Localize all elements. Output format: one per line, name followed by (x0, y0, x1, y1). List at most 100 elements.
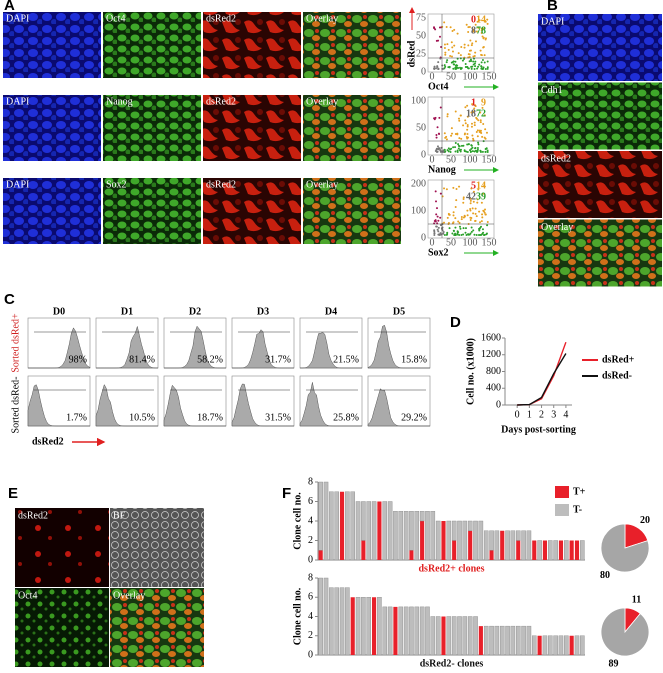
scatter-dot (484, 20, 487, 23)
y-tick-label: 50 (416, 30, 426, 41)
scatter-dot (439, 148, 442, 151)
scatter-dot (447, 147, 450, 150)
scatter-dot (472, 110, 475, 113)
channel-label: Oct4 (106, 13, 125, 24)
y-tick-label: 75 (416, 12, 426, 23)
scatter-dot (475, 130, 478, 133)
scatter-dot (474, 149, 477, 152)
x-tick-label: 50 (446, 71, 456, 82)
bar-segment (532, 635, 537, 656)
scatter-dot (466, 66, 469, 69)
scatter-dot (468, 149, 471, 152)
scatter-dot (485, 131, 488, 134)
scatter-dot (458, 145, 461, 148)
bar-segment (468, 530, 473, 560)
bar-segment (452, 540, 457, 560)
scatter-dot (474, 104, 477, 107)
scatter-dot (433, 118, 436, 121)
scatter-dot (436, 126, 439, 129)
scatter-dot (481, 59, 484, 62)
channel-label: Overlay (306, 96, 338, 107)
bar-segment (350, 491, 355, 561)
channel-label: DAPI (6, 96, 29, 107)
scatter-dot (480, 31, 483, 34)
scatter-dot (452, 146, 455, 149)
percent-label: 31.7% (265, 354, 291, 365)
scatter-dot (483, 61, 486, 64)
scatter-dot (437, 67, 440, 70)
scatter-dot (470, 65, 473, 68)
scatter-dot (482, 66, 485, 69)
scatter-dot (452, 229, 455, 232)
scatter-dot (460, 67, 463, 70)
bar-segment (526, 625, 532, 656)
scatter-dot (472, 60, 475, 63)
scatter-dot (466, 132, 469, 135)
scatter-dot (456, 233, 459, 236)
scatter-dot (472, 200, 475, 203)
bar-segment (569, 635, 574, 655)
scatter-dot (485, 147, 488, 150)
scatter-dot (458, 233, 461, 236)
scatter-dot (454, 142, 457, 145)
micrograph (15, 508, 109, 587)
scatter-dot (471, 146, 474, 149)
scatter-dot (433, 232, 436, 235)
scatter-dot (463, 58, 466, 61)
bar-segment (483, 625, 489, 656)
bar-segment (393, 511, 398, 561)
scatter-dot (451, 61, 454, 64)
quadrant-value: 39 (476, 191, 486, 202)
bar-segment (489, 625, 494, 656)
scatter-dot (438, 35, 441, 38)
scatter-dot (460, 215, 463, 218)
scatter-dot (437, 39, 440, 42)
scatter-dot (481, 150, 484, 153)
scatter-dot (472, 137, 475, 140)
bar-segment (334, 587, 339, 656)
y-tick-label: 4 (308, 515, 313, 526)
panel-label: E (8, 485, 18, 502)
scatter-dot (479, 121, 482, 124)
histogram (96, 325, 159, 369)
quadrant-value: 18 (466, 108, 476, 119)
bar-segment (510, 625, 516, 656)
micrograph (3, 178, 101, 244)
scatter-dot (452, 211, 455, 214)
scatter-dot (459, 57, 462, 60)
y-tick-label: 0 (308, 649, 313, 660)
bar-segment (382, 501, 388, 561)
bar-segment (494, 530, 500, 561)
quadrant-value: 8 (471, 25, 476, 36)
scatter-dot (447, 150, 450, 153)
scatter-dot (479, 49, 482, 52)
bar-segment (505, 625, 510, 656)
scatter-dot (479, 221, 482, 224)
scatter-dot (480, 220, 483, 223)
scatter-dot (479, 119, 482, 122)
scatter-dot (450, 134, 453, 137)
bar-segment (478, 520, 484, 561)
scatter-dot (486, 150, 489, 153)
y-tick-label: 6 (308, 592, 313, 603)
scatter-dot (474, 219, 477, 222)
bar-segment (377, 597, 382, 656)
scatter-dot (439, 192, 442, 195)
bar-segment (339, 491, 345, 560)
bar-segment (499, 625, 505, 656)
scatter-dot (449, 150, 452, 153)
histogram (231, 383, 294, 427)
bar-segment (548, 540, 553, 561)
scatter-dot (463, 133, 466, 136)
channel-label: dsRed2 (206, 96, 236, 107)
scatter-dot (483, 233, 486, 236)
scatter-dot (455, 199, 458, 202)
scatter-dot (435, 213, 438, 216)
scatter-dot (456, 32, 459, 35)
scatter-dot (476, 20, 479, 23)
scatter-dot (448, 213, 451, 216)
scatter-dot (454, 67, 457, 70)
bar-segment (510, 530, 516, 561)
channel-label: dsRed2 (18, 510, 48, 521)
channel-label: DAPI (541, 16, 564, 27)
